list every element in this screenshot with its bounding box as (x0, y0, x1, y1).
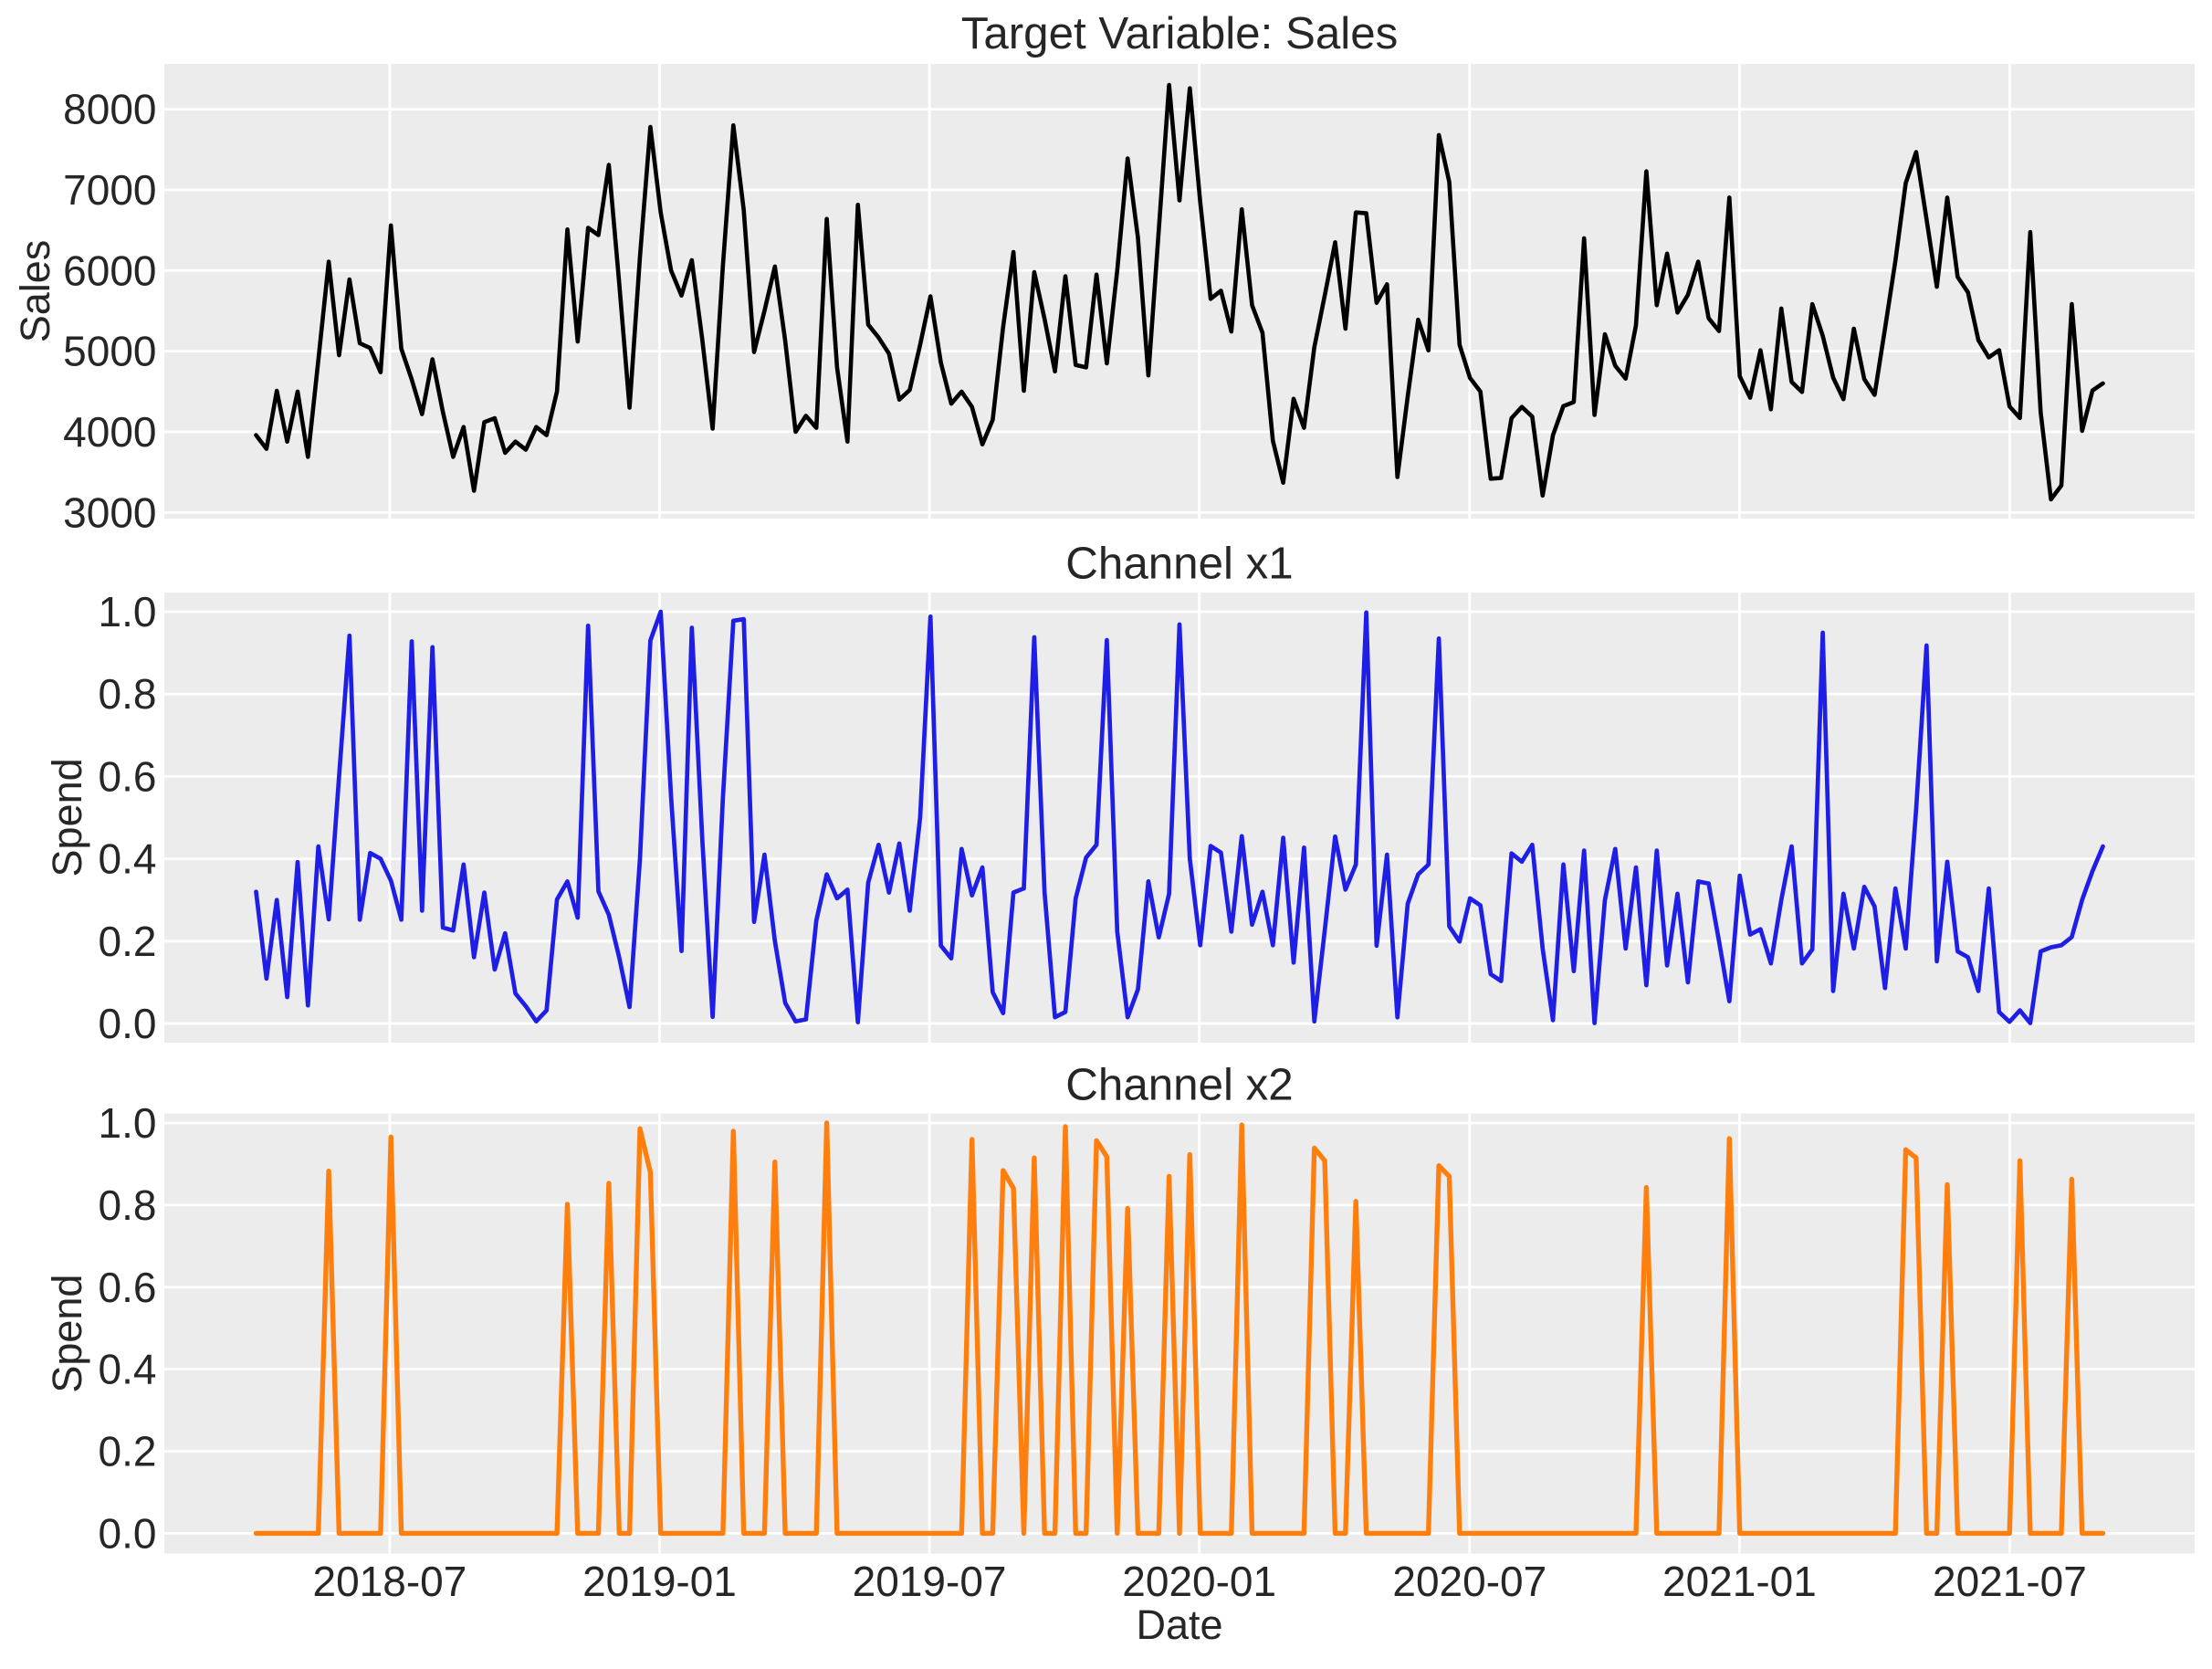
svg-text:0.2: 0.2 (99, 1428, 157, 1475)
svg-text:0.8: 0.8 (99, 670, 157, 718)
svg-text:3000: 3000 (63, 488, 156, 536)
svg-text:Target Variable: Sales: Target Variable: Sales (961, 8, 1399, 58)
svg-text:2021-07: 2021-07 (1933, 1558, 2087, 1605)
svg-text:2018-07: 2018-07 (312, 1558, 467, 1605)
svg-text:0.0: 0.0 (99, 1509, 157, 1557)
svg-text:1.0: 1.0 (99, 588, 157, 635)
svg-text:7000: 7000 (63, 166, 156, 214)
svg-text:0.4: 0.4 (99, 835, 157, 883)
svg-text:5000: 5000 (63, 328, 156, 375)
svg-text:0.6: 0.6 (99, 1264, 157, 1311)
svg-text:Channel x2: Channel x2 (1065, 1060, 1293, 1110)
svg-text:Sales: Sales (12, 240, 58, 343)
svg-text:Spend: Spend (44, 1275, 90, 1393)
svg-text:0.8: 0.8 (99, 1181, 157, 1229)
svg-text:2020-01: 2020-01 (1122, 1558, 1276, 1605)
svg-text:2019-01: 2019-01 (582, 1558, 737, 1605)
svg-text:6000: 6000 (63, 247, 156, 294)
svg-text:0.4: 0.4 (99, 1346, 157, 1393)
svg-text:0.2: 0.2 (99, 918, 157, 965)
svg-text:4000: 4000 (63, 408, 156, 456)
svg-text:Channel x1: Channel x1 (1065, 539, 1293, 589)
svg-text:1.0: 1.0 (99, 1099, 157, 1147)
svg-text:Date: Date (1136, 1601, 1222, 1648)
svg-text:2019-07: 2019-07 (853, 1558, 1007, 1605)
svg-text:0.0: 0.0 (99, 1000, 157, 1047)
svg-text:2021-01: 2021-01 (1662, 1558, 1817, 1605)
svg-text:8000: 8000 (63, 86, 156, 133)
svg-text:0.6: 0.6 (99, 752, 157, 800)
svg-text:Spend: Spend (44, 758, 90, 876)
svg-text:2020-07: 2020-07 (1392, 1558, 1546, 1605)
